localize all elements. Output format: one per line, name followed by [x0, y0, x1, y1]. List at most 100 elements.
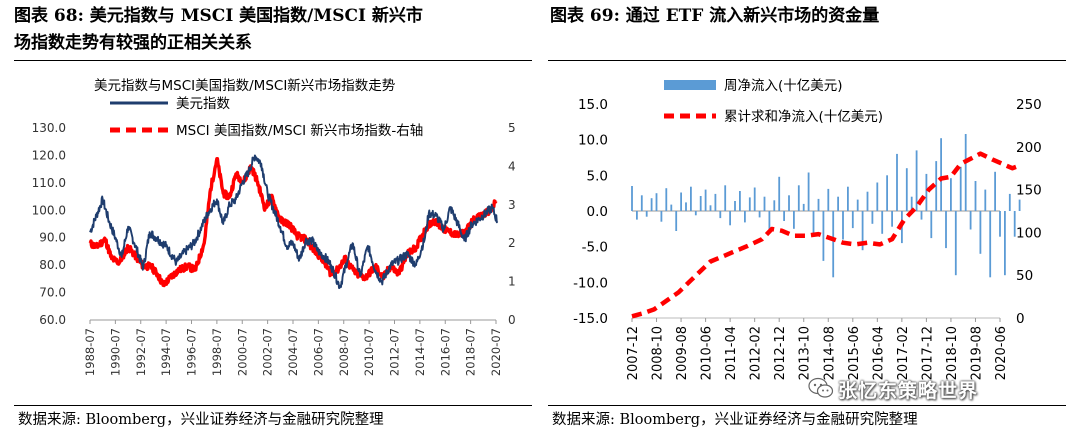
right-weekly-bar: [675, 211, 678, 231]
right-series-cumulative-line: [631, 151, 1021, 319]
left-x-tick-label: 2006-07: [311, 328, 325, 376]
right-y2-tick-label: 0: [1016, 311, 1025, 327]
right-weekly-bar: [704, 189, 707, 211]
left-x-tick-label: 2000-07: [235, 328, 249, 376]
right-y2-tick-label: 150: [1016, 183, 1042, 199]
left-y2-tick-label: 4: [508, 159, 516, 173]
right-weekly-bar: [640, 195, 643, 211]
right-weekly-bar: [729, 211, 731, 226]
left-y-tick-label: 80.0: [39, 258, 66, 272]
right-x-tick-label: 2007-12: [626, 326, 641, 380]
right-weekly-bar: [709, 205, 712, 211]
left-x-tick-label: 2014-07: [413, 328, 427, 376]
left-y-tick-label: 120.0: [32, 148, 66, 162]
right-y-tick-label: 5.0: [587, 168, 608, 184]
right-legend-label-cumulative: 累计求和净流入(十亿美元): [724, 109, 883, 125]
right-x-tick-label: 2015-06: [847, 326, 862, 380]
right-weekly-bar: [812, 211, 815, 236]
right-x-tick-label: 2012-02: [749, 326, 764, 380]
right-weekly-bar: [670, 204, 673, 211]
left-x-tick-label: 2016-07: [438, 328, 452, 376]
right-x-tick-label: 2019-08: [969, 326, 984, 380]
right-weekly-bar: [881, 211, 884, 234]
right-weekly-bar: [891, 211, 893, 227]
right-weekly-bar: [886, 175, 888, 211]
right-weekly-bar: [856, 199, 859, 211]
right-weekly-bar: [807, 172, 810, 211]
right-weekly-bar: [797, 185, 800, 211]
right-weekly-bar: [734, 201, 736, 211]
right-weekly-bar: [680, 192, 682, 211]
right-bottom-rule: [548, 405, 1066, 406]
left-x-tick-label: 2004-07: [286, 328, 300, 376]
right-weekly-bar: [920, 211, 923, 220]
right-weekly-bar: [793, 211, 795, 229]
left-x-tick-label: 2010-07: [362, 328, 376, 376]
left-y2-tick-label: 2: [508, 236, 516, 250]
left-y-tick-label: 100.0: [32, 203, 66, 217]
right-weekly-bar: [631, 186, 633, 211]
right-weekly-bar: [999, 211, 1001, 237]
left-bottom-rule: [14, 405, 532, 406]
left-y-tick-label: 90.0: [39, 231, 66, 245]
right-weekly-bar: [660, 211, 663, 222]
right-weekly-bar: [842, 211, 844, 240]
right-weekly-bar: [744, 211, 746, 223]
right-x-tick-label: 2011-04: [724, 326, 739, 380]
left-x-tick-label: 1990-07: [108, 328, 122, 376]
right-weekly-bar: [896, 153, 898, 211]
left-x-tick-label: 2002-07: [261, 328, 275, 376]
right-panel-title: 图表 69: 通过 ETF 流入新兴市场的资金量: [550, 6, 880, 26]
right-weekly-bar: [1008, 193, 1011, 211]
right-weekly-bar: [964, 134, 967, 211]
left-panel-title-line1: 图表 68: 美元指数与 MSCI 美国指数/MSCI 新兴市: [14, 6, 423, 26]
right-x-tick-label: 2008-10: [651, 326, 666, 380]
right-weekly-bar: [636, 211, 638, 220]
right-weekly-bar: [768, 211, 771, 233]
right-weekly-bar: [935, 161, 938, 211]
right-weekly-bar: [905, 168, 908, 211]
right-y-tick-label: -5.0: [582, 240, 608, 256]
right-weekly-bar: [959, 166, 962, 211]
right-weekly-bar: [954, 211, 957, 276]
right-weekly-bar: [778, 176, 781, 211]
left-x-tick-label: 1994-07: [159, 328, 173, 376]
right-weekly-bar: [665, 188, 668, 211]
right-weekly-bar: [645, 211, 648, 217]
left-top-rule: [14, 60, 532, 61]
right-y-tick-label: 10.0: [578, 133, 608, 149]
wechat-icon: [808, 377, 834, 398]
right-weekly-bar: [930, 211, 933, 239]
right-x-tick-label: 2017-12: [920, 326, 935, 380]
left-x-tick-label: 1988-07: [83, 328, 97, 376]
left-legend-label-ratio: MSCI 美国指数/MSCI 新兴市场指数-右轴: [176, 122, 423, 139]
right-weekly-bar: [699, 196, 702, 211]
right-weekly-bar: [690, 186, 692, 211]
right-weekly-bar: [979, 211, 982, 254]
left-source: 数据来源: Bloomberg，兴业证券经济与金融研究院整理: [18, 412, 384, 428]
left-x-tick-label: 2018-07: [464, 328, 478, 376]
right-weekly-bar: [822, 211, 825, 261]
right-weekly-bar: [851, 211, 854, 229]
right-weekly-bar: [753, 187, 756, 211]
right-x-tick-label: 2013-10: [798, 326, 813, 380]
right-weekly-bar: [1013, 211, 1016, 237]
right-weekly-bar: [969, 211, 972, 230]
right-weekly-bar: [758, 211, 761, 218]
left-y-tick-label: 110.0: [32, 176, 66, 190]
right-x-tick-label: 2016-04: [871, 326, 886, 380]
right-y2-tick-label: 250: [1016, 97, 1042, 113]
right-weekly-bar: [866, 191, 869, 211]
left-legend-label-usd: 美元指数: [176, 96, 230, 112]
right-weekly-bar: [719, 211, 722, 219]
watermark: 张忆东策略世界: [838, 380, 979, 402]
right-weekly-bar: [694, 211, 697, 216]
left-panel-title-line2: 场指数走势有较强的正相关关系: [14, 33, 252, 53]
right-weekly-bar: [655, 193, 658, 211]
right-weekly-bar: [1004, 211, 1006, 276]
right-x-tick-label: 2017-02: [896, 326, 911, 380]
right-weekly-bar: [910, 196, 913, 211]
left-series-ratio-line: [88, 157, 498, 288]
left-x-tick-label: 1998-07: [210, 328, 224, 376]
